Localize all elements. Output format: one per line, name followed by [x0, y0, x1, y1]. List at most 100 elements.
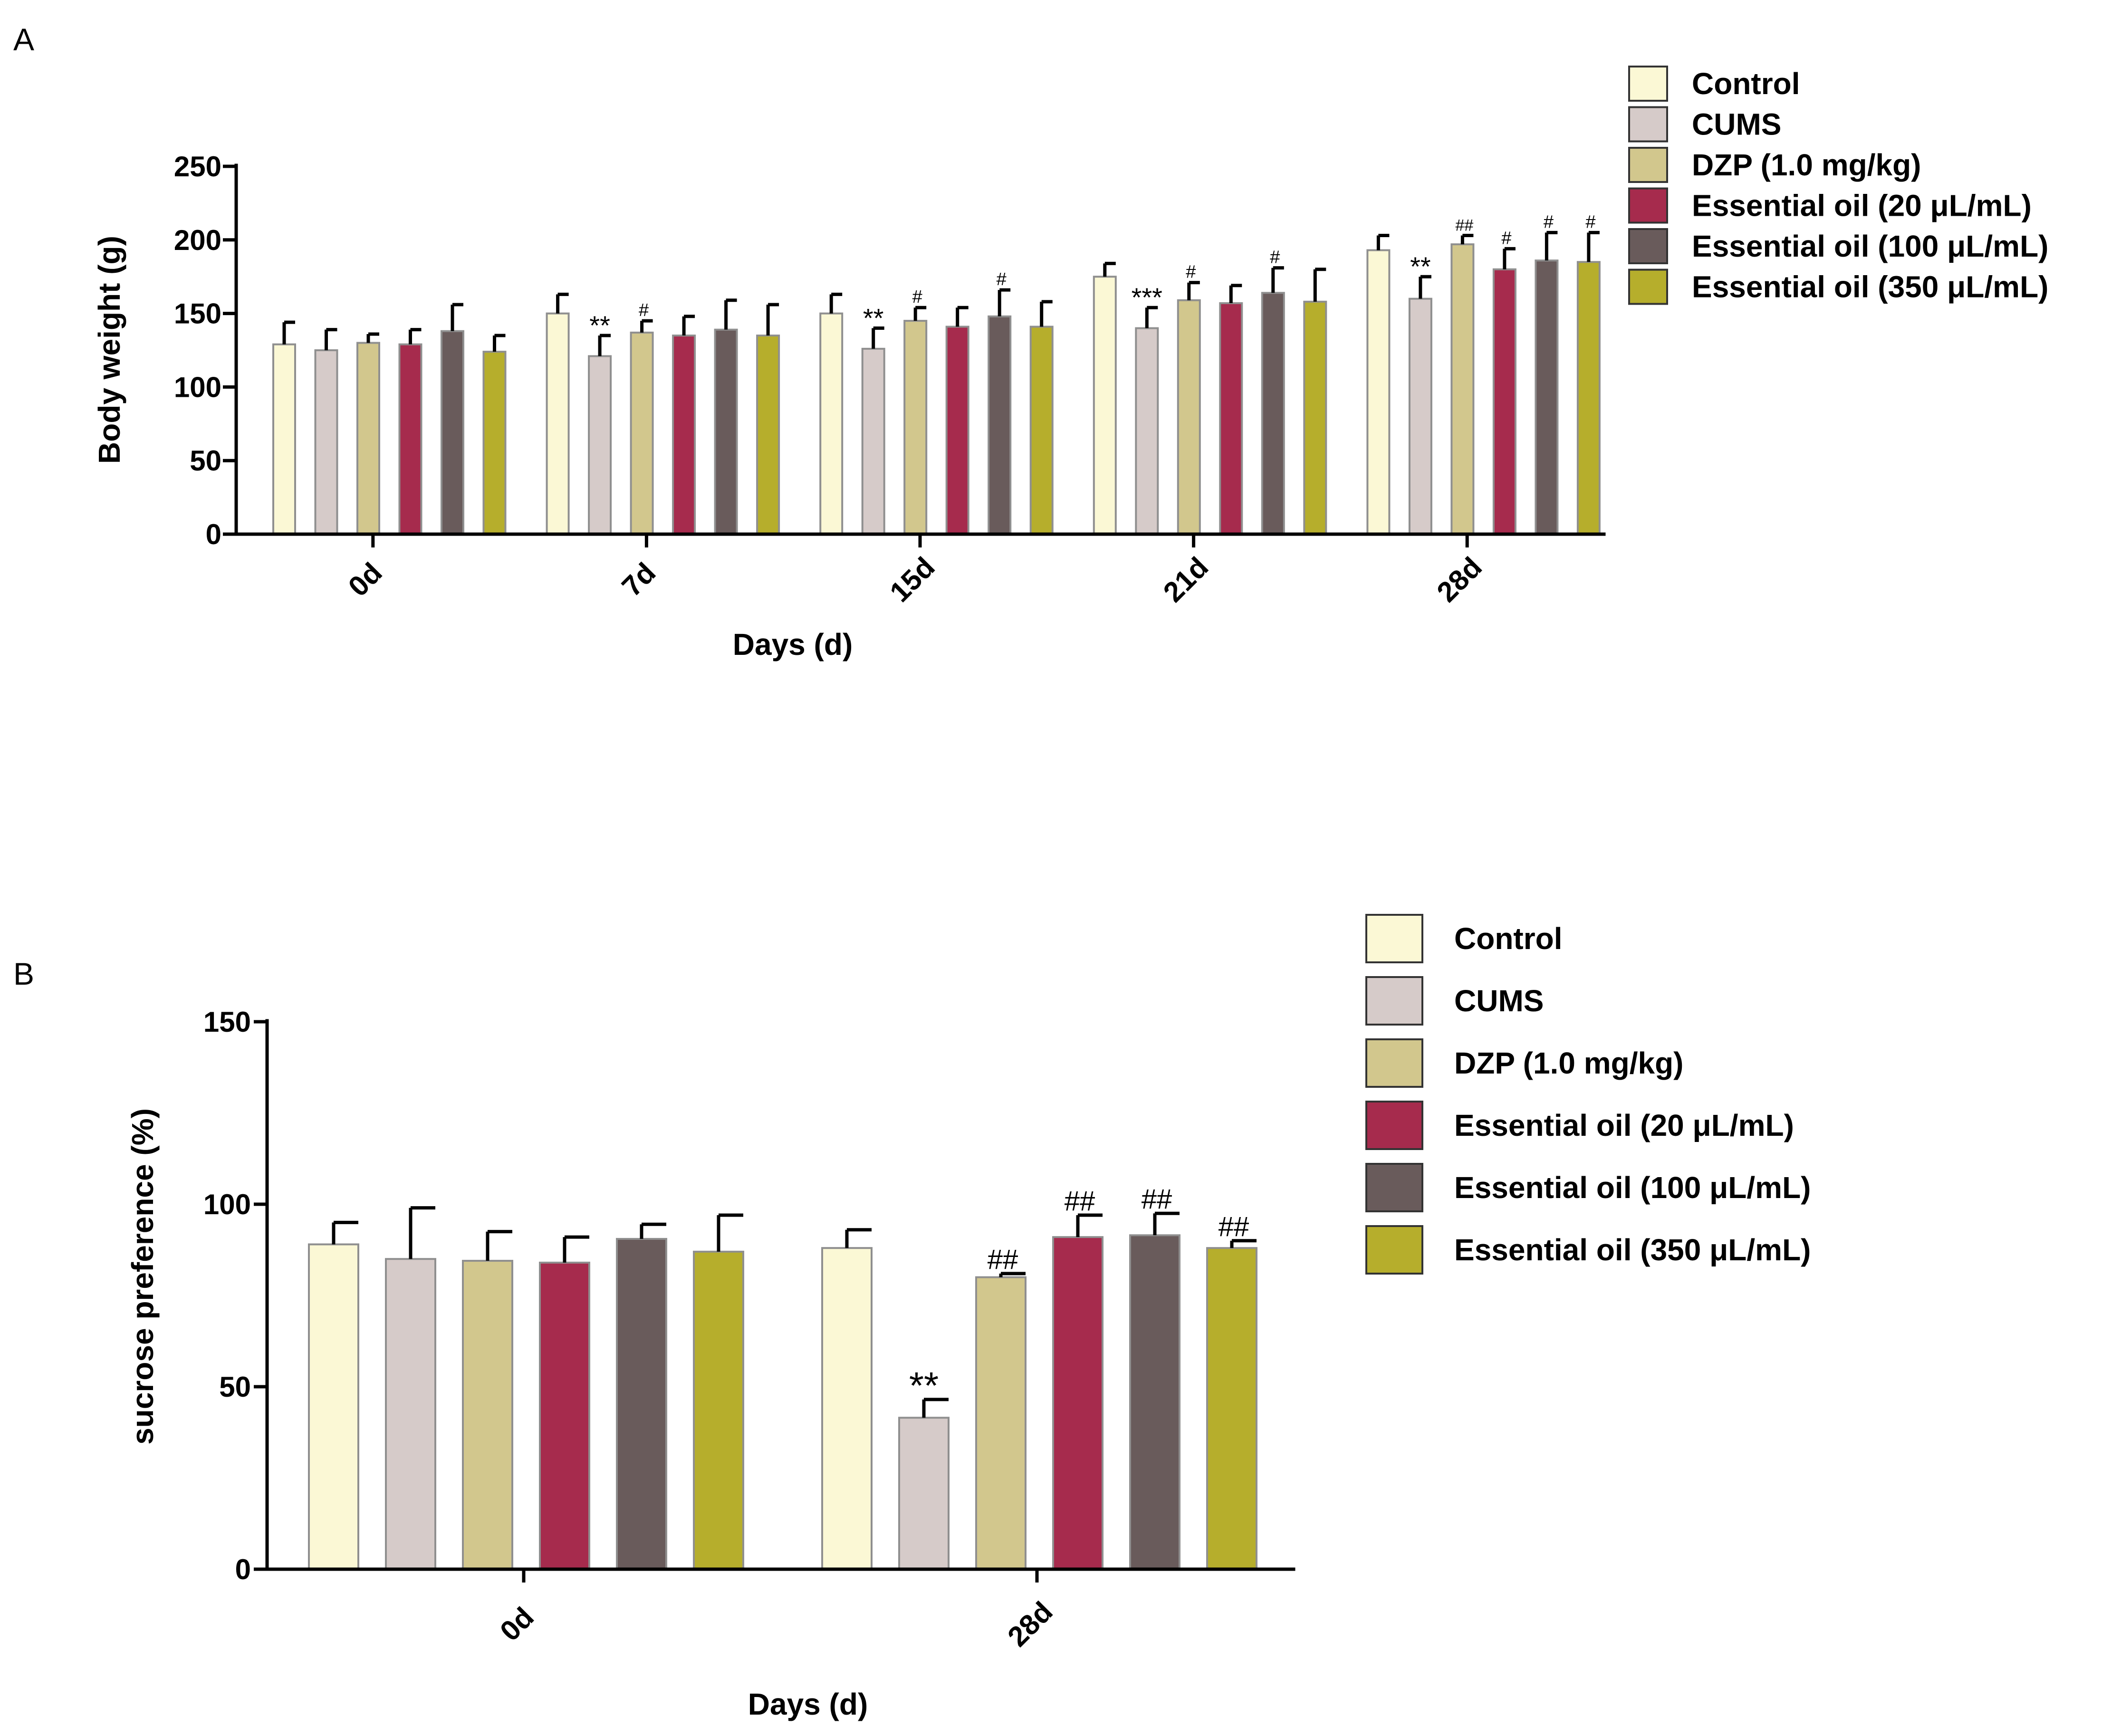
- legend-swatch-b-essential-oil-100-l-ml: [1365, 1163, 1423, 1212]
- y-tick-label-a-4: 200: [174, 224, 221, 256]
- bar-a-essential-oil-350-l-ml-7d: [756, 335, 780, 535]
- y-tick-label-b-2: 100: [203, 1189, 251, 1220]
- y-tick-label-a-3: 150: [174, 298, 221, 330]
- panel-a-annotations: ** *******######### #: [589, 212, 1595, 340]
- bar-a-control-7d: [546, 312, 570, 535]
- bar-a-essential-oil-350-l-ml-28d: [1576, 261, 1601, 535]
- legend-label-b-dzp-1-0-mg-kg: DZP (1.0 mg/kg): [1454, 1046, 1683, 1080]
- legend-label-b-control: Control: [1454, 921, 1563, 956]
- bar-a-essential-oil-350-l-ml-21d: [1303, 300, 1327, 535]
- panel-b-bars: [308, 1234, 1257, 1571]
- annotation-a-dzp-1-0-mg-kg-21d: #: [1186, 262, 1196, 282]
- panel-b-y-ticks: 0 50 100 150: [203, 1006, 267, 1585]
- bar-a-dzp-1-0-mg-kg-15d: [903, 320, 928, 536]
- bar-a-essential-oil-20-l-ml-15d: [945, 326, 969, 535]
- legend-swatch-a-cums: [1628, 106, 1668, 143]
- y-tick-label-a-0: 0: [206, 518, 221, 550]
- y-tick-label-b-1: 50: [219, 1371, 251, 1403]
- annotation-a-dzp-1-0-mg-kg-28d: ##: [1455, 217, 1473, 235]
- panel-a-y-ticks: 0 50 100 150 200 250: [174, 151, 236, 550]
- legend-swatch-a-essential-oil-100-l-ml: [1628, 228, 1668, 264]
- bar-a-cums-28d: [1408, 297, 1432, 535]
- panel-b-error-bars: [332, 1206, 1257, 1418]
- bar-b-essential-oil-20-l-ml-0d: [539, 1261, 590, 1570]
- legend-swatch-a-dzp-1-0-mg-kg: [1628, 147, 1668, 183]
- bar-b-control-28d: [821, 1247, 873, 1570]
- panel-a-error-bars: [282, 230, 1600, 356]
- annotation-a-essential-oil-100-l-ml-21d: #: [1270, 248, 1280, 268]
- legend-swatch-b-essential-oil-350-l-ml: [1365, 1225, 1423, 1275]
- legend-label-a-dzp-1-0-mg-kg: DZP (1.0 mg/kg): [1692, 148, 1921, 182]
- bar-a-essential-oil-100-l-ml-28d: [1535, 259, 1559, 535]
- panel-a-legend: Control CUMS DZP (1.0 mg/kg) Essential oil …: [1628, 66, 2048, 305]
- bar-b-cums-0d: [385, 1258, 436, 1570]
- bar-a-control-15d: [819, 312, 844, 535]
- bar-a-essential-oil-350-l-ml-15d: [1029, 326, 1054, 535]
- panel-b-legend: Control CUMS DZP (1.0 mg/kg) Essential oil …: [1365, 914, 1811, 1275]
- bar-a-essential-oil-100-l-ml-21d: [1261, 292, 1285, 535]
- panel-b-x-axis-title: Days (d): [748, 1687, 868, 1721]
- legend-swatch-a-essential-oil-20-l-ml: [1628, 187, 1668, 224]
- panel-a-y-axis-title: Body weight (g): [92, 236, 126, 464]
- bar-b-essential-oil-100-l-ml-0d: [616, 1237, 667, 1570]
- annotation-a-essential-oil-100-l-ml-28d: #: [1544, 212, 1554, 232]
- bar-a-essential-oil-20-l-ml-21d: [1219, 302, 1243, 535]
- bar-b-dzp-1-0-mg-kg-28d: [975, 1276, 1027, 1571]
- panel-b-annotations: ** ## ## ## ##: [909, 1184, 1249, 1407]
- legend-label-b-essential-oil-20-l-ml: Essential oil (20 μL/mL): [1454, 1108, 1794, 1142]
- annotation-b-essential-oil-100-l-ml-28d: ##: [1142, 1184, 1172, 1215]
- annotation-a-essential-oil-20-l-ml-28d: #: [1501, 228, 1511, 248]
- bar-a-essential-oil-100-l-ml-0d: [441, 330, 464, 535]
- panel-b-label: B: [13, 956, 34, 991]
- legend-label-a-cums: CUMS: [1692, 107, 1781, 142]
- legend-label-a-essential-oil-20-l-ml: Essential oil (20 μL/mL): [1692, 189, 2032, 223]
- legend-swatch-a-essential-oil-350-l-ml: [1628, 269, 1668, 305]
- annotation-a-cums-15d: **: [863, 303, 884, 333]
- bar-a-essential-oil-100-l-ml-15d: [988, 315, 1012, 535]
- bar-b-cums-28d: [898, 1417, 950, 1571]
- bar-a-essential-oil-20-l-ml-28d: [1492, 268, 1516, 535]
- legend-label-a-control: Control: [1692, 67, 1800, 101]
- annotation-b-cums-28d: **: [909, 1364, 939, 1407]
- y-tick-label-a-1: 50: [190, 445, 221, 477]
- annotation-b-essential-oil-20-l-ml-28d: ##: [1065, 1186, 1095, 1217]
- bar-a-dzp-1-0-mg-kg-0d: [356, 342, 380, 536]
- panel-b-axes: [264, 1019, 1295, 1571]
- bar-a-essential-oil-100-l-ml-7d: [714, 328, 738, 535]
- legend-label-b-essential-oil-350-l-ml: Essential oil (350 μL/mL): [1454, 1233, 1811, 1267]
- bar-a-cums-0d: [314, 349, 338, 535]
- bar-a-cums-21d: [1135, 327, 1159, 535]
- panel-a-x-axis-title: Days (d): [733, 627, 853, 662]
- bar-b-control-0d: [308, 1243, 359, 1570]
- legend-swatch-a-control: [1628, 66, 1668, 102]
- legend-label-a-essential-oil-350-l-ml: Essential oil (350 μL/mL): [1692, 270, 2048, 304]
- y-tick-label-b-3: 150: [203, 1006, 251, 1038]
- annotation-a-cums-21d: ***: [1132, 282, 1162, 312]
- legend-swatch-b-dzp-1-0-mg-kg: [1365, 1038, 1423, 1088]
- bar-a-essential-oil-20-l-ml-7d: [672, 335, 696, 535]
- legend-label-b-cums: CUMS: [1454, 984, 1544, 1018]
- bar-a-dzp-1-0-mg-kg-28d: [1450, 243, 1475, 535]
- annotation-a-cums-7d: **: [589, 310, 610, 340]
- annotation-b-essential-oil-350-l-ml-28d: ##: [1219, 1211, 1249, 1242]
- annotation-a-essential-oil-100-l-ml-15d: #: [997, 269, 1007, 289]
- bar-a-control-28d: [1366, 249, 1391, 535]
- legend-swatch-b-control: [1365, 914, 1423, 963]
- bar-b-essential-oil-100-l-ml-28d: [1129, 1234, 1180, 1570]
- annotation-a-dzp-1-0-mg-kg-15d: #: [912, 287, 922, 307]
- bar-a-control-0d: [272, 343, 296, 536]
- legend-label-b-essential-oil-100-l-ml: Essential oil (100 μL/mL): [1454, 1170, 1811, 1205]
- legend-label-a-essential-oil-100-l-ml: Essential oil (100 μL/mL): [1692, 229, 2048, 263]
- bar-b-essential-oil-350-l-ml-28d: [1206, 1247, 1257, 1570]
- y-tick-label-a-2: 100: [174, 371, 221, 403]
- bar-b-dzp-1-0-mg-kg-0d: [462, 1260, 513, 1571]
- panel-b-y-axis-title: sucrose preference (%): [125, 1108, 160, 1445]
- bar-a-dzp-1-0-mg-kg-7d: [630, 331, 654, 536]
- bar-b-essential-oil-350-l-ml-0d: [693, 1250, 744, 1571]
- bar-a-cums-7d: [588, 355, 612, 535]
- bar-b-essential-oil-20-l-ml-28d: [1052, 1236, 1103, 1571]
- y-tick-label-a-5: 250: [174, 151, 221, 182]
- bar-a-control-21d: [1093, 276, 1117, 535]
